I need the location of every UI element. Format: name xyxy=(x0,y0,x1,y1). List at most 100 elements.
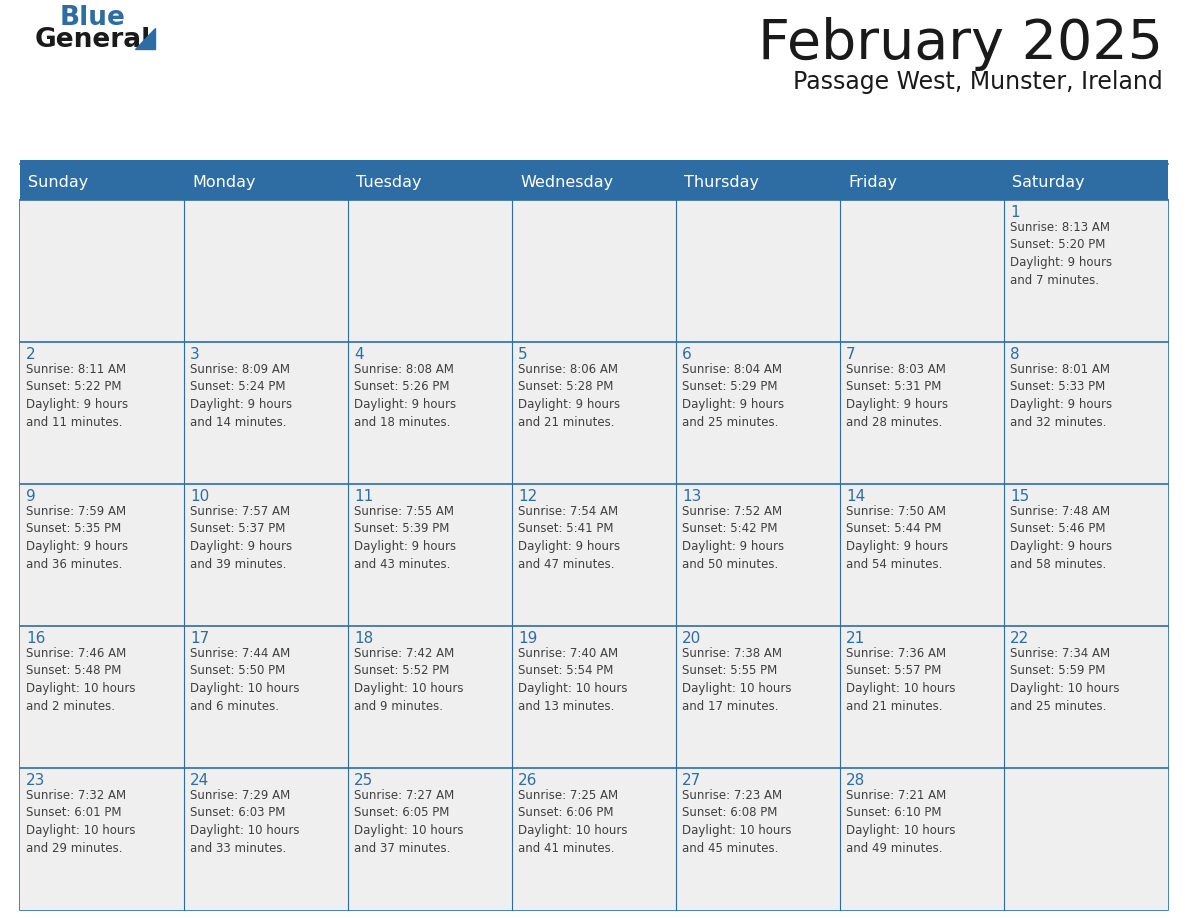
Text: 17: 17 xyxy=(190,631,209,646)
Text: 6: 6 xyxy=(682,347,691,362)
Text: Sunrise: 7:54 AM
Sunset: 5:41 PM
Daylight: 9 hours
and 47 minutes.: Sunrise: 7:54 AM Sunset: 5:41 PM Dayligh… xyxy=(518,505,620,570)
Text: Sunrise: 8:06 AM
Sunset: 5:28 PM
Daylight: 9 hours
and 21 minutes.: Sunrise: 8:06 AM Sunset: 5:28 PM Dayligh… xyxy=(518,363,620,429)
Bar xyxy=(676,200,840,342)
Text: Sunrise: 8:09 AM
Sunset: 5:24 PM
Daylight: 9 hours
and 14 minutes.: Sunrise: 8:09 AM Sunset: 5:24 PM Dayligh… xyxy=(190,363,292,429)
Text: 28: 28 xyxy=(846,773,865,788)
Text: 16: 16 xyxy=(26,631,45,646)
Text: Sunrise: 7:29 AM
Sunset: 6:03 PM
Daylight: 10 hours
and 33 minutes.: Sunrise: 7:29 AM Sunset: 6:03 PM Dayligh… xyxy=(190,789,299,855)
Text: Sunrise: 7:38 AM
Sunset: 5:55 PM
Daylight: 10 hours
and 17 minutes.: Sunrise: 7:38 AM Sunset: 5:55 PM Dayligh… xyxy=(682,647,791,712)
Bar xyxy=(1004,626,1168,768)
Bar xyxy=(512,484,676,626)
Bar xyxy=(20,160,1168,164)
Text: Sunrise: 8:03 AM
Sunset: 5:31 PM
Daylight: 9 hours
and 28 minutes.: Sunrise: 8:03 AM Sunset: 5:31 PM Dayligh… xyxy=(846,363,948,429)
Bar xyxy=(20,200,184,342)
Text: 3: 3 xyxy=(190,347,200,362)
Bar xyxy=(184,626,348,768)
Text: Sunday: Sunday xyxy=(29,174,88,189)
Text: Passage West, Munster, Ireland: Passage West, Munster, Ireland xyxy=(794,70,1163,94)
Bar xyxy=(348,768,512,910)
Bar xyxy=(512,768,676,910)
Text: Sunrise: 7:23 AM
Sunset: 6:08 PM
Daylight: 10 hours
and 45 minutes.: Sunrise: 7:23 AM Sunset: 6:08 PM Dayligh… xyxy=(682,789,791,855)
Text: 20: 20 xyxy=(682,631,701,646)
Bar xyxy=(20,164,184,200)
Text: Sunrise: 7:25 AM
Sunset: 6:06 PM
Daylight: 10 hours
and 41 minutes.: Sunrise: 7:25 AM Sunset: 6:06 PM Dayligh… xyxy=(518,789,627,855)
Bar xyxy=(184,164,348,200)
Bar xyxy=(20,768,184,910)
Bar xyxy=(840,626,1004,768)
Text: Blue: Blue xyxy=(61,5,126,31)
Text: 15: 15 xyxy=(1010,489,1029,504)
Bar xyxy=(676,626,840,768)
Text: Saturday: Saturday xyxy=(1012,174,1085,189)
Bar xyxy=(348,626,512,768)
Bar xyxy=(1004,484,1168,626)
Bar xyxy=(512,626,676,768)
Bar xyxy=(676,342,840,484)
Bar xyxy=(184,768,348,910)
Text: 8: 8 xyxy=(1010,347,1019,362)
Bar xyxy=(184,484,348,626)
Text: 10: 10 xyxy=(190,489,209,504)
Bar xyxy=(184,342,348,484)
Bar xyxy=(20,484,184,626)
Text: General: General xyxy=(34,27,151,53)
Text: Sunrise: 7:57 AM
Sunset: 5:37 PM
Daylight: 9 hours
and 39 minutes.: Sunrise: 7:57 AM Sunset: 5:37 PM Dayligh… xyxy=(190,505,292,570)
Bar xyxy=(512,164,676,200)
Bar xyxy=(676,164,840,200)
Text: 23: 23 xyxy=(26,773,45,788)
Text: Tuesday: Tuesday xyxy=(356,174,422,189)
Text: Monday: Monday xyxy=(192,174,255,189)
Text: 12: 12 xyxy=(518,489,537,504)
Text: 5: 5 xyxy=(518,347,527,362)
Text: Sunrise: 8:13 AM
Sunset: 5:20 PM
Daylight: 9 hours
and 7 minutes.: Sunrise: 8:13 AM Sunset: 5:20 PM Dayligh… xyxy=(1010,221,1112,286)
Text: 14: 14 xyxy=(846,489,865,504)
Bar xyxy=(840,164,1004,200)
Text: Sunrise: 7:46 AM
Sunset: 5:48 PM
Daylight: 10 hours
and 2 minutes.: Sunrise: 7:46 AM Sunset: 5:48 PM Dayligh… xyxy=(26,647,135,712)
Bar xyxy=(1004,164,1168,200)
Text: Sunrise: 8:11 AM
Sunset: 5:22 PM
Daylight: 9 hours
and 11 minutes.: Sunrise: 8:11 AM Sunset: 5:22 PM Dayligh… xyxy=(26,363,128,429)
Bar xyxy=(20,200,1168,910)
Text: 2: 2 xyxy=(26,347,36,362)
Text: 4: 4 xyxy=(354,347,364,362)
Text: 26: 26 xyxy=(518,773,537,788)
Polygon shape xyxy=(135,28,154,49)
Bar xyxy=(1004,342,1168,484)
Text: Sunrise: 7:32 AM
Sunset: 6:01 PM
Daylight: 10 hours
and 29 minutes.: Sunrise: 7:32 AM Sunset: 6:01 PM Dayligh… xyxy=(26,789,135,855)
Text: 18: 18 xyxy=(354,631,373,646)
Bar xyxy=(676,768,840,910)
Bar xyxy=(1004,768,1168,910)
Text: Thursday: Thursday xyxy=(684,174,759,189)
Bar xyxy=(348,200,512,342)
Bar xyxy=(840,200,1004,342)
Text: Sunrise: 8:08 AM
Sunset: 5:26 PM
Daylight: 9 hours
and 18 minutes.: Sunrise: 8:08 AM Sunset: 5:26 PM Dayligh… xyxy=(354,363,456,429)
Bar xyxy=(20,342,184,484)
Bar xyxy=(512,200,676,342)
Text: Sunrise: 7:50 AM
Sunset: 5:44 PM
Daylight: 9 hours
and 54 minutes.: Sunrise: 7:50 AM Sunset: 5:44 PM Dayligh… xyxy=(846,505,948,570)
Text: Sunrise: 7:21 AM
Sunset: 6:10 PM
Daylight: 10 hours
and 49 minutes.: Sunrise: 7:21 AM Sunset: 6:10 PM Dayligh… xyxy=(846,789,955,855)
Text: Sunrise: 8:04 AM
Sunset: 5:29 PM
Daylight: 9 hours
and 25 minutes.: Sunrise: 8:04 AM Sunset: 5:29 PM Dayligh… xyxy=(682,363,784,429)
Text: Sunrise: 7:52 AM
Sunset: 5:42 PM
Daylight: 9 hours
and 50 minutes.: Sunrise: 7:52 AM Sunset: 5:42 PM Dayligh… xyxy=(682,505,784,570)
Text: Sunrise: 7:34 AM
Sunset: 5:59 PM
Daylight: 10 hours
and 25 minutes.: Sunrise: 7:34 AM Sunset: 5:59 PM Dayligh… xyxy=(1010,647,1119,712)
Text: 11: 11 xyxy=(354,489,373,504)
Text: 1: 1 xyxy=(1010,205,1019,220)
Text: 22: 22 xyxy=(1010,631,1029,646)
Bar xyxy=(512,342,676,484)
Bar xyxy=(1004,200,1168,342)
Text: 7: 7 xyxy=(846,347,855,362)
Bar xyxy=(840,768,1004,910)
Text: 9: 9 xyxy=(26,489,36,504)
Bar xyxy=(840,484,1004,626)
Text: Sunrise: 7:42 AM
Sunset: 5:52 PM
Daylight: 10 hours
and 9 minutes.: Sunrise: 7:42 AM Sunset: 5:52 PM Dayligh… xyxy=(354,647,463,712)
Text: 19: 19 xyxy=(518,631,537,646)
Text: 21: 21 xyxy=(846,631,865,646)
Bar xyxy=(184,200,348,342)
Bar xyxy=(348,164,512,200)
Text: Wednesday: Wednesday xyxy=(520,174,613,189)
Bar xyxy=(348,342,512,484)
Text: Sunrise: 7:44 AM
Sunset: 5:50 PM
Daylight: 10 hours
and 6 minutes.: Sunrise: 7:44 AM Sunset: 5:50 PM Dayligh… xyxy=(190,647,299,712)
Text: 25: 25 xyxy=(354,773,373,788)
Bar xyxy=(20,626,184,768)
Text: February 2025: February 2025 xyxy=(758,17,1163,71)
Text: Sunrise: 8:01 AM
Sunset: 5:33 PM
Daylight: 9 hours
and 32 minutes.: Sunrise: 8:01 AM Sunset: 5:33 PM Dayligh… xyxy=(1010,363,1112,429)
Text: Sunrise: 7:36 AM
Sunset: 5:57 PM
Daylight: 10 hours
and 21 minutes.: Sunrise: 7:36 AM Sunset: 5:57 PM Dayligh… xyxy=(846,647,955,712)
